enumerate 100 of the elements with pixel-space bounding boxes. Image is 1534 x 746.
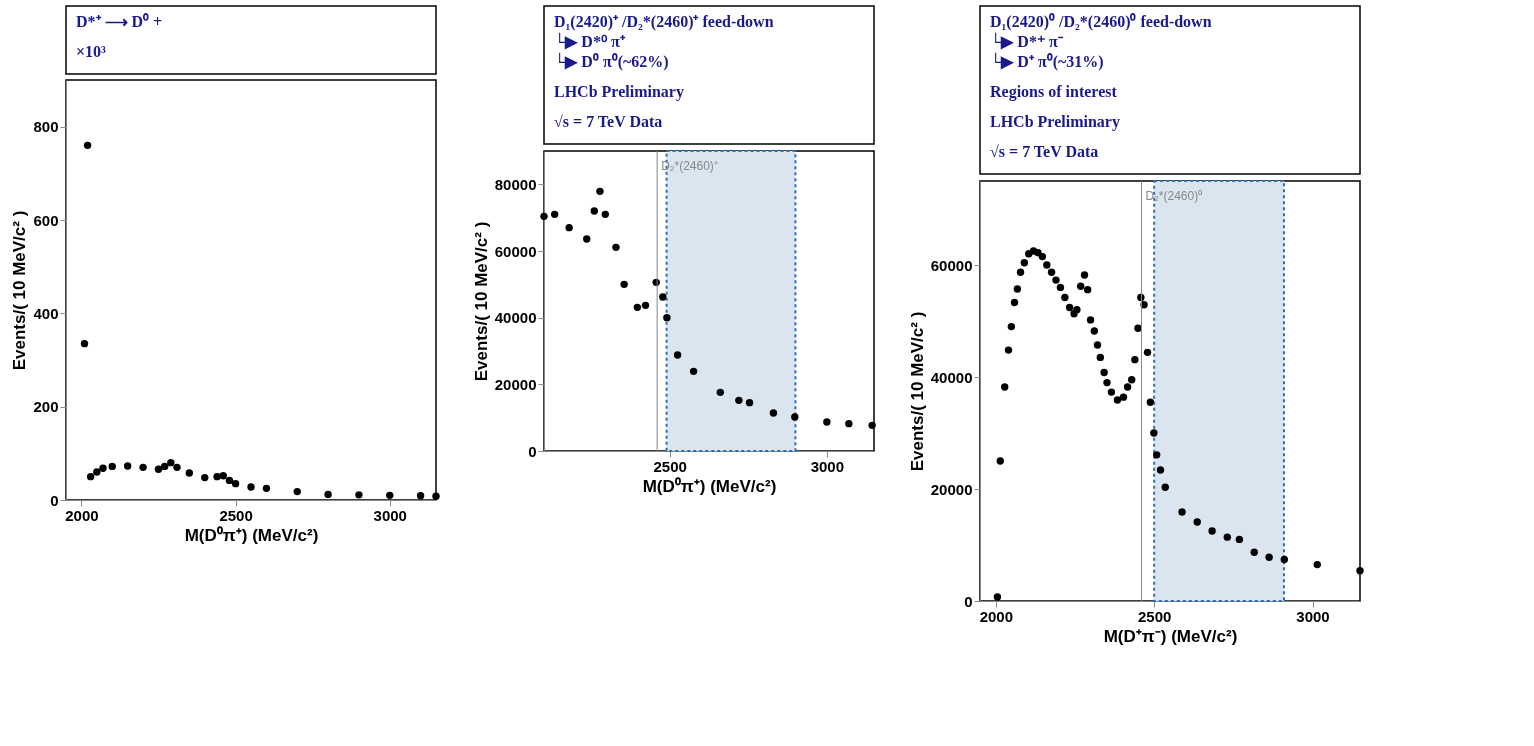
- point: [1038, 252, 1047, 261]
- point: [355, 491, 363, 499]
- ref-line-label: D₂*(2460)⁺: [661, 159, 718, 173]
- point: [1250, 548, 1258, 556]
- point: [80, 339, 89, 348]
- x-tick-label: 3000: [1296, 607, 1330, 625]
- point: [231, 479, 240, 488]
- y-tick-label: 80000: [494, 175, 537, 193]
- point: [845, 419, 853, 428]
- y-tick-label: 40000: [930, 368, 973, 386]
- point: [1080, 271, 1089, 279]
- point: [565, 223, 573, 232]
- point: [993, 593, 1002, 601]
- point: [1000, 383, 1009, 391]
- point: [1119, 393, 1128, 401]
- point: [1178, 508, 1186, 516]
- point: [1280, 555, 1289, 564]
- point: [823, 418, 831, 426]
- point: [633, 303, 642, 312]
- point: [123, 462, 132, 470]
- point: [1143, 348, 1152, 357]
- point: [108, 462, 116, 471]
- point: [86, 472, 95, 481]
- point: [139, 463, 147, 472]
- point: [601, 210, 609, 219]
- y-tick-label: 40000: [494, 309, 537, 327]
- point: [663, 313, 671, 322]
- point: [1131, 355, 1139, 364]
- text: Regions of interest: [990, 83, 1118, 101]
- point: [247, 483, 255, 491]
- point: [225, 476, 234, 485]
- point: [324, 490, 332, 499]
- point: [1083, 285, 1092, 294]
- point: [99, 464, 107, 472]
- x-tick-label: 2000: [979, 607, 1014, 625]
- y-tick-label: 800: [33, 118, 59, 136]
- point: [1193, 518, 1201, 526]
- point: [612, 243, 620, 252]
- y-axis-title: Events/( 10 MeV/c² ): [907, 311, 927, 472]
- point: [1010, 298, 1019, 307]
- point: [590, 207, 598, 215]
- point: [996, 457, 1004, 465]
- point: [1313, 560, 1321, 569]
- text: LHCb Preliminary: [554, 83, 684, 101]
- y-tick-label: 0: [528, 442, 537, 460]
- x-tick-label: 3000: [373, 506, 407, 524]
- ref-line-label: D₂*(2460)⁰: [1145, 189, 1203, 203]
- point: [550, 210, 559, 219]
- point: [173, 463, 181, 472]
- point: [83, 141, 92, 150]
- x-tick-label: 2500: [653, 457, 687, 475]
- y-tick-label: 400: [33, 304, 59, 322]
- point: [1065, 303, 1074, 312]
- point: [1235, 535, 1244, 544]
- point: [1107, 388, 1116, 396]
- point: [1096, 353, 1105, 362]
- point: [1004, 346, 1013, 354]
- point: [1356, 567, 1364, 575]
- text: D₁(2420)⁰ /D₂*(2460)⁰ feed-down └▶ D*⁺ π⁻ └▶ D⁺ π⁰(~31%): [990, 13, 1212, 71]
- point: [293, 487, 301, 496]
- point: [1265, 553, 1273, 562]
- point: [1047, 268, 1056, 276]
- point: [201, 473, 209, 482]
- x-axis-title: M(D⁺π⁻) (MeV/c²): [1103, 626, 1238, 646]
- point: [1013, 285, 1022, 293]
- text: √s = 7 TeV Data: [990, 143, 1099, 160]
- point: [620, 280, 628, 289]
- point: [185, 469, 194, 477]
- point: [1208, 527, 1216, 535]
- point: [1093, 341, 1102, 349]
- point: [659, 293, 667, 301]
- point: [1061, 293, 1069, 302]
- point: [1086, 316, 1095, 324]
- point: [213, 472, 221, 481]
- point: [1076, 282, 1085, 290]
- text: ×10³: [76, 43, 107, 60]
- point: [1146, 398, 1155, 406]
- point: [745, 398, 754, 407]
- point: [1223, 533, 1232, 541]
- point: [432, 492, 440, 500]
- point: [673, 351, 682, 359]
- point: [540, 212, 548, 221]
- point: [1090, 327, 1099, 335]
- point: [868, 421, 876, 430]
- point: [791, 413, 799, 421]
- point: [386, 491, 394, 500]
- y-tick-label: 20000: [494, 375, 537, 393]
- y-tick-label: 0: [964, 592, 973, 610]
- y-tick-label: 600: [33, 211, 59, 229]
- point: [1152, 451, 1161, 459]
- point: [1052, 276, 1060, 284]
- point: [1113, 396, 1122, 404]
- point: [1103, 378, 1111, 387]
- text: D₁(2420)⁺ /D₂*(2460)⁺ feed-down └▶ D*⁰ π⁺ └▶ D⁰ π⁰(~62%): [554, 13, 774, 71]
- x-axis-title: M(D⁰π⁺) (MeV/c²): [184, 525, 319, 545]
- point: [1150, 429, 1158, 437]
- y-tick-label: 60000: [930, 256, 973, 274]
- x-tick-label: 2000: [65, 506, 99, 524]
- point: [596, 187, 604, 196]
- point: [689, 367, 698, 376]
